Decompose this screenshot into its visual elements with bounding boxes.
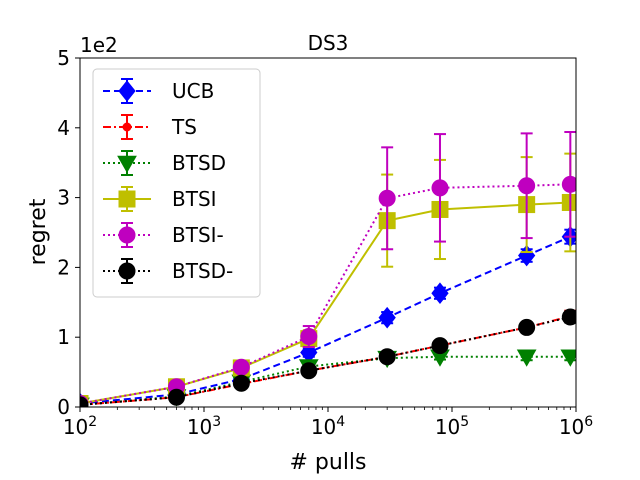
legend-entry-btsd: BTSD — [103, 150, 226, 176]
data-point — [431, 179, 449, 197]
series-line — [80, 235, 571, 405]
series-line — [80, 201, 571, 405]
x-tick-exponent: 2 — [88, 414, 97, 430]
x-tick-exponent: 3 — [212, 414, 221, 430]
y-tick-label: 1 — [57, 325, 70, 349]
series-line — [80, 315, 571, 406]
data-point — [561, 175, 576, 193]
y-tick-label: 2 — [57, 255, 70, 279]
series-line — [80, 355, 571, 406]
data-point — [378, 306, 396, 329]
legend-entry-ts: TS — [103, 114, 197, 140]
data-point — [561, 308, 576, 326]
legend-marker — [118, 190, 136, 208]
chart-title: DS3 — [308, 31, 349, 55]
y-tick-label: 5 — [57, 46, 70, 70]
x-axis-label: # pulls — [289, 450, 366, 475]
y-tick-label: 0 — [57, 395, 70, 419]
x-tick-exponent: 6 — [584, 414, 593, 430]
data-point — [378, 348, 396, 366]
series-layer — [80, 130, 576, 407]
data-point — [560, 349, 576, 367]
legend: UCB TS BTSD BTSI BTSI- BTSD- — [92, 68, 261, 298]
legend-marker — [118, 80, 136, 102]
legend-label: BTSI- — [172, 223, 224, 247]
data-point — [518, 177, 536, 195]
legend-entry-btsi-: BTSI- — [103, 222, 224, 248]
data-point — [80, 396, 89, 407]
data-point — [516, 349, 537, 367]
legend-label: BTSD — [172, 151, 226, 175]
x-tick-exponent: 5 — [460, 414, 469, 430]
data-point — [300, 362, 318, 380]
data-point — [431, 337, 449, 355]
legend-label: UCB — [172, 79, 214, 103]
series-btsd- — [80, 308, 576, 407]
legend-marker — [118, 226, 136, 244]
legend-entry-btsi: BTSI — [103, 186, 217, 212]
data-point — [232, 374, 250, 392]
legend-label: BTSD- — [172, 259, 233, 283]
y-tick-label: 4 — [57, 116, 70, 140]
legend-marker — [118, 262, 136, 280]
series-line — [80, 315, 571, 406]
data-point — [232, 358, 250, 376]
data-point — [431, 282, 449, 305]
y-axis-label: regret — [26, 198, 51, 265]
y-tick-label: 3 — [57, 186, 70, 210]
legend-label: BTSI — [172, 187, 217, 211]
data-point — [167, 388, 185, 406]
legend-entry-ucb: UCB — [103, 78, 214, 104]
data-point — [300, 328, 318, 346]
legend-entry-btsd-: BTSD- — [103, 258, 233, 284]
legend-label: TS — [171, 115, 197, 139]
y-axis-multiplier: 1e2 — [80, 33, 118, 57]
legend-marker — [122, 122, 132, 132]
x-tick-exponent: 4 — [336, 414, 345, 430]
legend-box — [92, 68, 261, 298]
data-point — [378, 189, 396, 207]
legend-marker — [117, 155, 137, 174]
data-point — [518, 318, 536, 336]
